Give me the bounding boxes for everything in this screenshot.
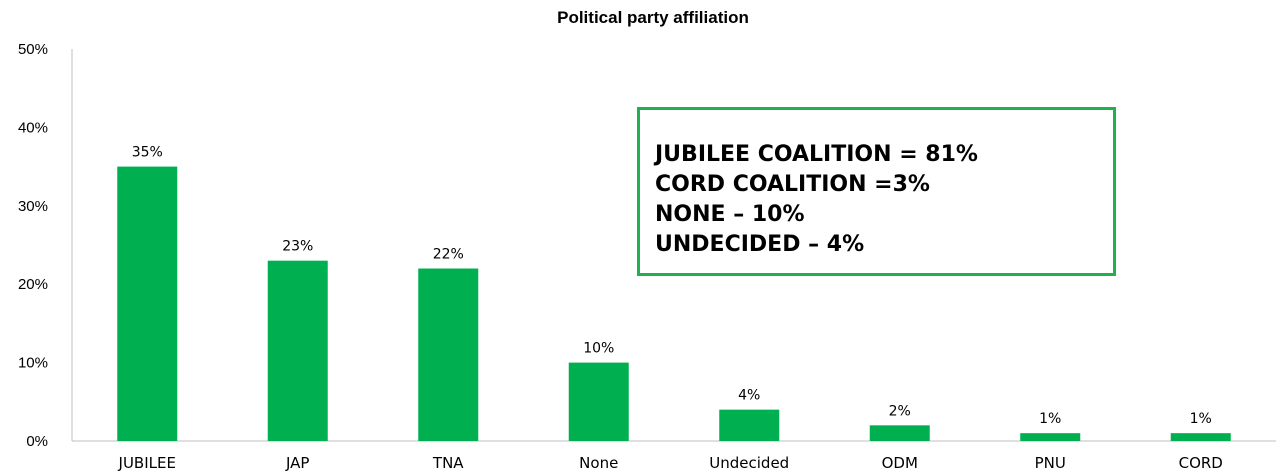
data-label-undecided: 4% <box>738 388 760 404</box>
bar-cord <box>1170 433 1231 441</box>
data-labels-group: 35% 23% 22% 10% 4% 2% 1% 1% <box>132 145 1212 428</box>
data-label-jap: 23% <box>282 239 313 255</box>
category-label-jap: JAP <box>285 454 309 472</box>
annotation-line-cord-coalition: CORD COALITION =3% <box>655 172 930 197</box>
data-label-cord: 1% <box>1190 411 1212 427</box>
category-label-tna: TNA <box>432 454 464 472</box>
bar-pnu <box>1020 433 1081 441</box>
bar-odm <box>869 425 930 441</box>
category-label-none: None <box>579 454 618 472</box>
category-label-jubilee: JUBILEE <box>118 454 176 472</box>
y-tick-label: 20% <box>18 276 48 293</box>
bar-undecided <box>719 409 780 441</box>
category-label-pnu: PNU <box>1035 454 1066 472</box>
category-label-undecided: Undecided <box>709 454 789 472</box>
y-tick-label: 50% <box>18 41 48 58</box>
y-tick-label: 10% <box>18 355 48 372</box>
data-label-odm: 2% <box>889 403 911 419</box>
bar-none <box>568 362 629 441</box>
category-label-cord: CORD <box>1179 454 1223 472</box>
annotation-line-undecided: UNDECIDED – 4% <box>655 232 865 257</box>
y-tick-label: 30% <box>18 198 48 215</box>
y-tick-label: 40% <box>18 119 48 136</box>
annotation-line-jubilee-coalition: JUBILEE COALITION = 81% <box>655 142 978 167</box>
y-tick-label: 0% <box>26 433 48 450</box>
data-label-none: 10% <box>583 341 614 357</box>
coalition-summary-box: JUBILEE COALITION = 81% CORD COALITION =… <box>637 107 1116 276</box>
category-label-odm: ODM <box>882 454 918 472</box>
bar-tna <box>418 268 479 441</box>
annotation-line-none: NONE – 10% <box>655 202 805 227</box>
category-labels-group: JUBILEE JAP TNA None Undecided ODM PNU CORD <box>118 454 1223 472</box>
bars-group <box>117 166 1231 441</box>
bar-jubilee <box>117 166 178 441</box>
bar-jap <box>267 260 328 441</box>
data-label-jubilee: 35% <box>132 145 163 161</box>
y-axis-ticks: 0% 10% 20% 30% 40% 50% <box>18 41 48 450</box>
data-label-tna: 22% <box>433 247 464 263</box>
chart-title: Political party affiliation <box>557 8 749 27</box>
data-label-pnu: 1% <box>1039 411 1061 427</box>
